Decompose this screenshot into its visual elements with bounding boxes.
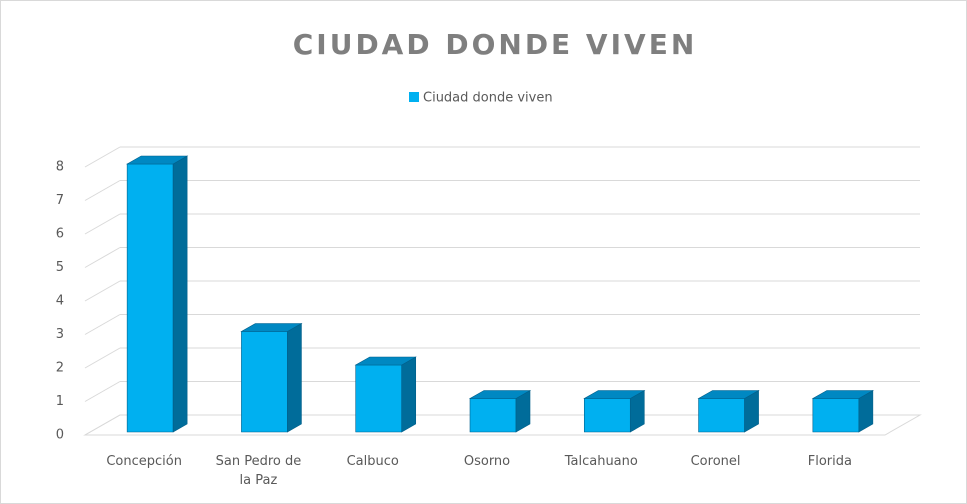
x-tick-label: Coronel (690, 454, 741, 469)
grid-line-side (84, 381, 121, 402)
grid-line-side (84, 414, 121, 436)
grid-line-side (84, 347, 121, 369)
bar (468, 389, 532, 433)
x-tick-label: Florida (807, 454, 852, 469)
bar (697, 389, 760, 433)
y-tick-label: 3 (56, 327, 64, 342)
bar (240, 322, 303, 433)
legend-label: Ciudad donde viven (423, 91, 553, 106)
y-tick-label: 1 (56, 394, 64, 409)
y-tick-label: 5 (56, 260, 64, 275)
bar (811, 389, 874, 433)
grid-line-side (84, 213, 121, 235)
grid-line-side (84, 247, 121, 268)
bar (126, 155, 189, 433)
chart-title: CIUDAD DONDE VIVEN (293, 28, 698, 61)
y-tick-label: 6 (56, 227, 64, 242)
x-tick-label: Concepción (106, 454, 182, 469)
bar (583, 389, 646, 433)
grid-line-side (84, 314, 121, 335)
bar (354, 356, 417, 433)
y-tick-label: 0 (56, 428, 64, 443)
grid-line-side (84, 146, 121, 168)
x-tick-label: Talcahuano (564, 454, 638, 469)
x-tick-label: San Pedro de la Paz (215, 454, 302, 488)
legend-swatch (409, 92, 419, 102)
y-tick-label: 7 (56, 193, 64, 208)
y-tick-label: 4 (56, 294, 64, 309)
y-tick-label: 2 (56, 361, 64, 376)
y-tick-label: 8 (56, 160, 64, 175)
x-tick-label: Osorno (463, 454, 511, 469)
grid-line-side (84, 180, 121, 201)
grid-line-side (84, 280, 121, 302)
x-tick-label: Calbuco (346, 454, 399, 469)
